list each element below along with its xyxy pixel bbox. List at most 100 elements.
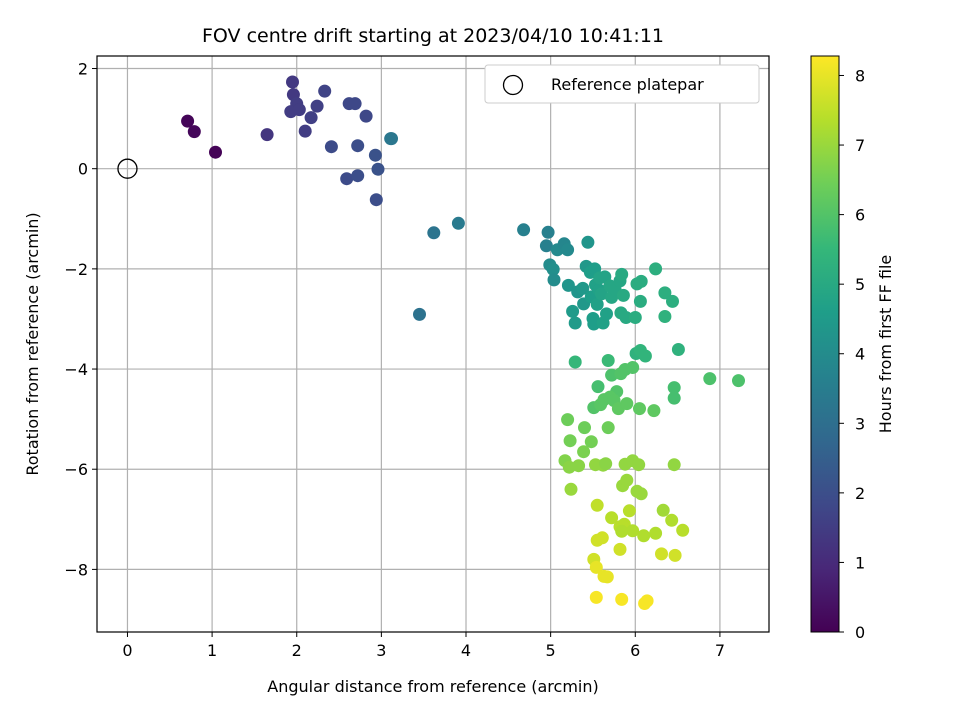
data-point (616, 288, 630, 302)
data-point (561, 413, 575, 427)
data-point (666, 294, 679, 308)
data-point (359, 109, 373, 123)
data-point (615, 267, 629, 281)
data-point (547, 273, 561, 287)
data-point (209, 145, 222, 159)
data-point (600, 570, 614, 584)
x-tick-label: 5 (546, 641, 556, 660)
data-point (581, 235, 595, 249)
data-point (371, 162, 385, 176)
legend-label-reference: Reference platepar (551, 75, 704, 94)
data-point (584, 435, 598, 449)
data-point (539, 239, 553, 253)
colorbar-ticks: 0 1 2 3 4 5 6 7 8 (839, 66, 865, 642)
plot-points (117, 75, 745, 610)
data-point (620, 473, 634, 487)
data-point (286, 75, 299, 89)
data-point (517, 223, 531, 237)
colorbar-tick-label: 1 (855, 553, 865, 572)
data-point (187, 125, 201, 139)
data-point (626, 361, 640, 374)
data-point (577, 445, 591, 459)
data-point (626, 524, 640, 538)
data-point (324, 140, 338, 154)
plot-area-frame (96, 55, 770, 633)
data-point (564, 482, 578, 496)
data-point (566, 304, 580, 318)
data-point (601, 421, 615, 435)
data-point (605, 511, 619, 525)
y-tick-label: −6 (64, 460, 88, 479)
colorbar-tick-label: 3 (855, 414, 865, 433)
data-point (665, 513, 679, 527)
legend-marker-reference (502, 74, 524, 96)
data-point (351, 139, 365, 153)
data-point (590, 498, 604, 512)
x-tick-label: 4 (461, 641, 471, 660)
data-point (620, 397, 634, 411)
data-point (589, 560, 603, 574)
y-tick-label: −4 (64, 360, 88, 379)
data-point (634, 274, 648, 288)
colorbar-tick-label: 5 (855, 275, 865, 294)
data-point (561, 243, 575, 257)
data-point (590, 297, 604, 311)
data-point (613, 542, 627, 556)
legend-box (484, 64, 760, 104)
colorbar (810, 55, 840, 633)
data-point (615, 592, 629, 606)
data-point (572, 459, 586, 473)
data-point (578, 421, 591, 435)
x-tick-label: 1 (207, 641, 217, 660)
data-point (647, 404, 661, 418)
data-point (658, 310, 672, 323)
y-tick-label: 2 (78, 60, 88, 79)
data-point (181, 114, 195, 128)
data-point (628, 311, 642, 324)
data-point (732, 374, 745, 388)
data-point (541, 225, 555, 239)
data-point (655, 547, 668, 561)
plot-grid (97, 56, 769, 632)
data-point (656, 503, 670, 517)
x-tick-label: 7 (715, 641, 725, 660)
data-point (622, 504, 636, 518)
data-point (601, 354, 615, 367)
y-axis-label: Rotation from reference (arcmin) (23, 212, 42, 475)
data-point (568, 316, 582, 330)
data-point (594, 287, 608, 301)
data-point (632, 458, 646, 472)
x-axis-ticks: 0 1 2 3 4 5 6 7 (122, 632, 725, 660)
colorbar-tick-label: 2 (855, 484, 865, 503)
data-point (638, 349, 652, 363)
colorbar-tick-label: 4 (855, 345, 865, 364)
data-point (703, 372, 717, 386)
x-tick-label: 2 (292, 641, 302, 660)
data-point (649, 262, 663, 276)
data-point (563, 434, 577, 448)
legend: Reference platepar (484, 64, 760, 104)
reference-marker (117, 158, 138, 179)
data-point (619, 311, 633, 324)
data-point (667, 381, 681, 395)
x-tick-label: 6 (630, 641, 640, 660)
data-point (667, 391, 681, 405)
colorbar-tick-label: 7 (855, 136, 865, 155)
data-point (599, 457, 613, 471)
data-point (658, 286, 672, 300)
y-axis-ticks: 2 0 −2 −4 −6 −8 (64, 60, 97, 579)
data-point (640, 594, 654, 608)
data-point (633, 402, 646, 416)
y-tick-label: −2 (64, 260, 88, 279)
data-point (676, 523, 690, 537)
x-tick-label: 0 (122, 641, 132, 660)
data-point (546, 262, 560, 276)
y-tick-label: 0 (78, 160, 88, 179)
x-tick-label: 3 (376, 641, 386, 660)
y-tick-label: −8 (64, 560, 88, 579)
chart-title: FOV centre drift starting at 2023/04/10 … (202, 25, 664, 47)
data-point (427, 226, 441, 240)
data-point (292, 103, 306, 117)
data-point (615, 524, 629, 538)
